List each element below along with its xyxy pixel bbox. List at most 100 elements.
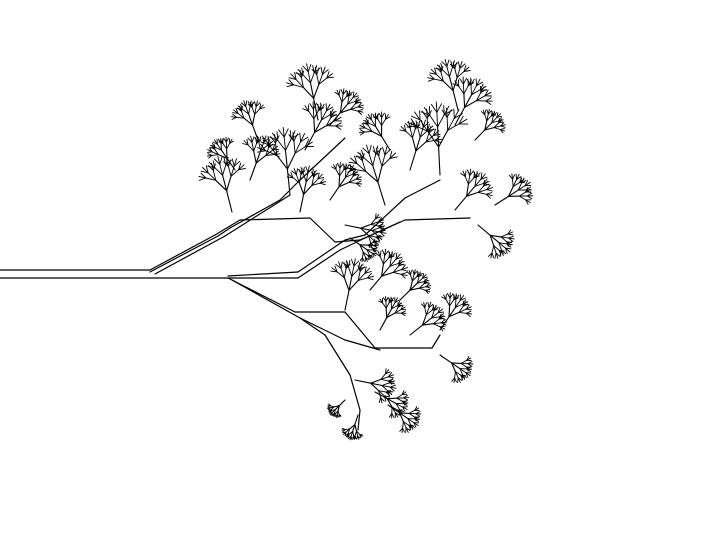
twig [345, 173, 354, 178]
twig [258, 136, 262, 143]
twig [223, 157, 227, 166]
twig [442, 69, 450, 78]
twig [448, 306, 457, 318]
twig [482, 178, 488, 184]
twig [381, 385, 389, 392]
twig [216, 143, 222, 151]
twig [318, 73, 323, 85]
twig [444, 58, 448, 68]
twig [433, 78, 444, 82]
twig [459, 61, 463, 69]
twig [386, 398, 393, 408]
twig [460, 359, 468, 364]
twig [245, 105, 250, 115]
twig [517, 185, 526, 191]
twig [508, 237, 514, 242]
twig [397, 261, 405, 264]
twig [463, 93, 466, 108]
twig [384, 146, 388, 156]
twig [351, 259, 355, 267]
twig [480, 172, 483, 180]
twig [370, 218, 376, 225]
main-branch-stroke [149, 234, 216, 271]
twig [305, 174, 313, 183]
twig [350, 430, 354, 437]
twig [378, 390, 385, 397]
twig [226, 142, 231, 150]
twig [367, 242, 374, 246]
twig [466, 185, 476, 197]
main-branch-stroke [297, 239, 346, 273]
twig [349, 435, 352, 441]
twig [357, 272, 366, 281]
twig [454, 371, 459, 379]
twig [526, 195, 533, 200]
twig [231, 158, 235, 167]
twig [356, 163, 367, 172]
twig [338, 176, 347, 188]
twig [389, 384, 396, 388]
twig [361, 122, 366, 129]
twig [217, 155, 221, 165]
twig [222, 143, 228, 150]
twig [355, 182, 363, 185]
twig [299, 132, 302, 143]
twig [504, 247, 508, 254]
twig [430, 68, 437, 75]
twig [506, 243, 513, 246]
twig [479, 83, 484, 91]
twig [431, 316, 440, 319]
twig [228, 166, 232, 177]
twig [388, 251, 392, 259]
twig [365, 116, 372, 120]
twig [306, 63, 309, 73]
twig [377, 221, 384, 224]
twig [379, 250, 382, 257]
twig [390, 250, 393, 259]
twig [386, 308, 393, 319]
twig [500, 236, 508, 243]
twig [392, 265, 400, 273]
twig [524, 180, 529, 187]
twig [316, 104, 322, 111]
twig [371, 227, 380, 231]
twig [397, 258, 403, 264]
twig [451, 362, 456, 373]
twig [276, 154, 288, 170]
twig [375, 145, 379, 155]
twig [311, 170, 317, 176]
twig [399, 412, 404, 423]
twig [366, 275, 375, 279]
twig [401, 267, 409, 271]
twig [328, 410, 332, 412]
twig [452, 90, 459, 111]
twig [382, 254, 386, 265]
twig [425, 132, 430, 143]
twig [440, 62, 443, 71]
twig [354, 96, 360, 102]
twig [366, 277, 374, 281]
twig [385, 302, 390, 309]
twig [219, 156, 223, 165]
twig [508, 237, 515, 240]
twig [432, 304, 435, 311]
twig [367, 244, 374, 249]
twig [325, 117, 332, 127]
twig [371, 230, 381, 233]
twig [275, 142, 278, 156]
twig [320, 109, 322, 121]
twig [339, 163, 344, 169]
twig [367, 124, 373, 132]
twig [419, 130, 428, 138]
twig [233, 160, 241, 167]
twig [439, 316, 450, 331]
twig [399, 412, 409, 420]
twig [463, 65, 467, 72]
twig [304, 105, 310, 112]
twig [372, 165, 379, 183]
twig [322, 66, 326, 75]
twig [371, 252, 377, 257]
twig [309, 82, 315, 99]
twig [208, 161, 216, 169]
twig [377, 235, 384, 238]
